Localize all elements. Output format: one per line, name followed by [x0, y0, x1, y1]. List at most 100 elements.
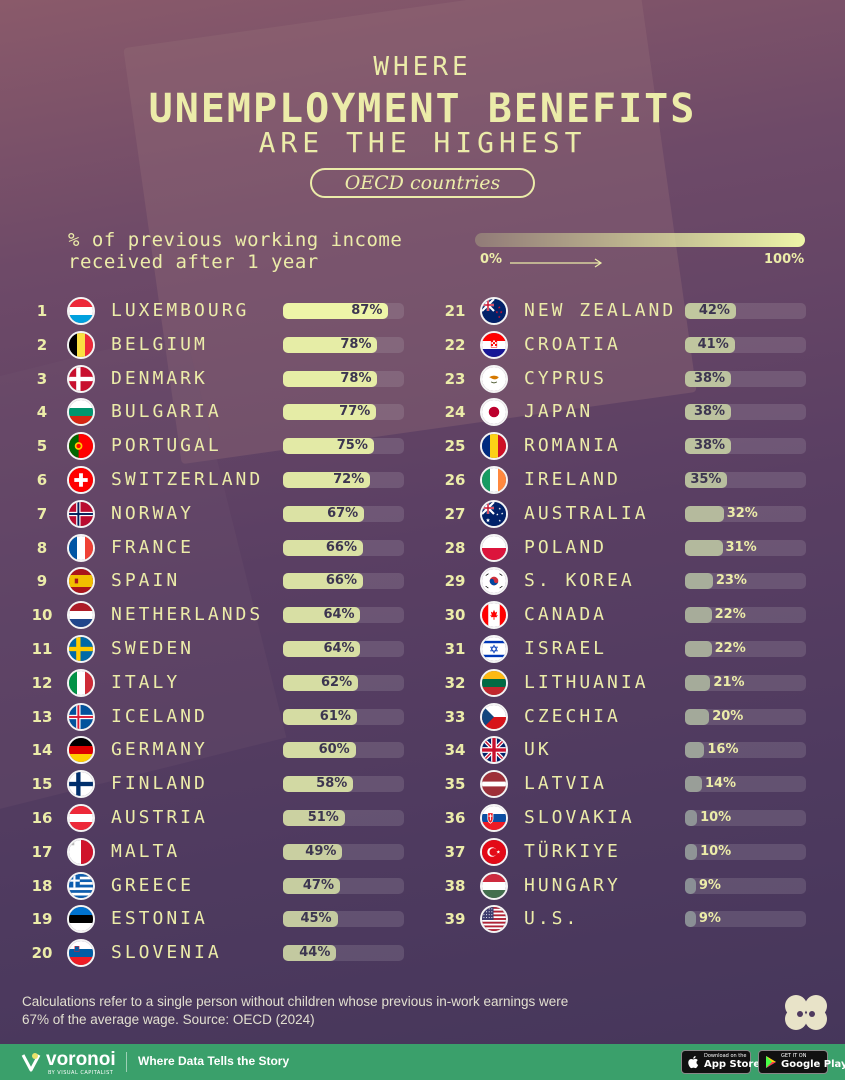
- chart-row: 5 PORTUGAL 75%: [27, 431, 417, 461]
- rank-label: 24: [444, 403, 466, 422]
- bar-track: 16%: [685, 742, 806, 759]
- bar-track: 35%: [685, 472, 806, 488]
- greece-flag-icon: [67, 871, 95, 900]
- voronoi-logo[interactable]: voronoi BY VISUAL CAPITALIST: [20, 1049, 130, 1077]
- google-play-text: Google Play: [781, 1059, 845, 1070]
- bar: [685, 776, 702, 793]
- chart-row: 31 ISRAEL 22%: [440, 634, 830, 664]
- chart-row: 12 ITALY 62%: [27, 668, 417, 698]
- cyprus-flag-icon: [480, 364, 508, 393]
- rank-label: 28: [444, 538, 466, 557]
- uk-flag-icon: [480, 736, 508, 765]
- arrow-right-icon: [510, 258, 603, 268]
- chart-row: 15 FINLAND 58%: [27, 769, 417, 799]
- value-label: 87%: [351, 303, 383, 318]
- rank-label: 29: [444, 572, 466, 591]
- bar: [685, 708, 710, 725]
- new-zealand-flag-icon: [480, 297, 508, 325]
- bar: [685, 641, 712, 657]
- chart-row: 39 U.S. 9%: [440, 904, 830, 934]
- rank-label: 12: [31, 673, 53, 692]
- rank-label: 19: [31, 910, 53, 929]
- value-label: 20%: [712, 708, 744, 724]
- chart-row: 29 S. KOREA 23%: [440, 566, 830, 596]
- bar: [283, 810, 345, 826]
- google-play-small-text: GET IT ON: [781, 1053, 807, 1059]
- apple-icon: [688, 1056, 699, 1069]
- switzerland-flag-icon: [67, 466, 95, 494]
- bar-track: 77%: [283, 404, 404, 421]
- value-label: 38%: [693, 404, 726, 420]
- rank-label: 10: [31, 606, 53, 625]
- bar-track: 32%: [685, 505, 806, 522]
- bar: [283, 472, 371, 488]
- chart-row: 4 BULGARIA 77%: [27, 397, 417, 427]
- rank-label: 32: [444, 673, 466, 692]
- value-label: 22%: [714, 641, 746, 656]
- chart-row: 14 GERMANY 60%: [27, 735, 417, 765]
- bar-track: 9%: [685, 911, 806, 928]
- country-label: S. KOREA: [524, 570, 635, 592]
- chart-row: 23 CYPRUS 38%: [440, 364, 830, 394]
- legend-min-label: 0%: [480, 252, 503, 267]
- rank-label: 16: [31, 809, 53, 827]
- bar: [283, 404, 377, 421]
- chart-row: 21 NEW ZEALAND 42%: [440, 296, 830, 326]
- bar-track: 67%: [283, 505, 404, 522]
- luxembourg-flag-icon: [67, 297, 95, 325]
- chart-row: 1 LUXEMBOURG 87%: [27, 296, 417, 326]
- value-label: 10%: [700, 843, 732, 859]
- bar: [685, 877, 696, 894]
- us-flag-icon: [480, 905, 508, 934]
- spain-flag-icon: [67, 567, 95, 596]
- rank-label: 31: [444, 640, 466, 658]
- country-label: SLOVENIA: [111, 942, 222, 964]
- rank-label: 33: [444, 707, 466, 726]
- chart-row: 38 HUNGARY 9%: [440, 871, 830, 901]
- country-label: NORWAY: [111, 502, 195, 524]
- canada-flag-icon: [480, 601, 508, 630]
- rank-label: 9: [36, 572, 48, 591]
- rank-label: 30: [444, 606, 466, 625]
- country-label: BELGIUM: [111, 333, 208, 355]
- value-label: 78%: [340, 336, 372, 352]
- rank-label: 36: [444, 809, 466, 827]
- subtitle-pill: OECD countries: [310, 168, 535, 198]
- japan-flag-icon: [480, 398, 508, 427]
- app-store-button[interactable]: Download on the App Store: [681, 1050, 760, 1074]
- country-label: POLAND: [524, 536, 608, 558]
- chart-row: 22 CROATIA 41%: [440, 330, 830, 360]
- bar: [685, 303, 736, 319]
- bar: [283, 674, 358, 691]
- bar-track: 22%: [685, 641, 806, 657]
- bar: [685, 404, 731, 421]
- rank-label: 11: [31, 640, 53, 658]
- chart-row: 24 JAPAN 38%: [440, 397, 830, 427]
- title-bottom: ARE THE HIGHEST: [258, 126, 587, 159]
- country-label: TÜRKIYE: [524, 840, 621, 862]
- value-label: 35%: [690, 472, 722, 487]
- finland-flag-icon: [67, 770, 95, 799]
- chart-row: 33 CZECHIA 20%: [440, 702, 830, 732]
- bar-track: 64%: [283, 641, 404, 657]
- value-label: 72%: [333, 472, 365, 487]
- bar-track: 58%: [283, 776, 404, 793]
- rank-label: 3: [36, 369, 48, 388]
- title-top: WHERE: [373, 52, 472, 82]
- rank-label: 39: [444, 910, 466, 929]
- country-label: DENMARK: [111, 367, 208, 389]
- country-label: GREECE: [111, 874, 195, 896]
- italy-flag-icon: [67, 668, 95, 697]
- rank-label: 22: [444, 335, 466, 354]
- bar-track: 75%: [283, 438, 404, 455]
- rank-label: 1: [36, 302, 48, 320]
- country-label: GERMANY: [111, 739, 208, 761]
- rank-label: 17: [31, 842, 53, 861]
- value-label: 44%: [299, 945, 331, 961]
- malta-flag-icon: [67, 837, 95, 866]
- chart-row: 26 IRELAND 35%: [440, 465, 830, 495]
- rank-label: 34: [444, 741, 466, 760]
- rank-label: 7: [36, 504, 48, 523]
- chart-row: 28 POLAND 31%: [440, 533, 830, 563]
- google-play-button[interactable]: GET IT ON Google Play: [758, 1050, 845, 1074]
